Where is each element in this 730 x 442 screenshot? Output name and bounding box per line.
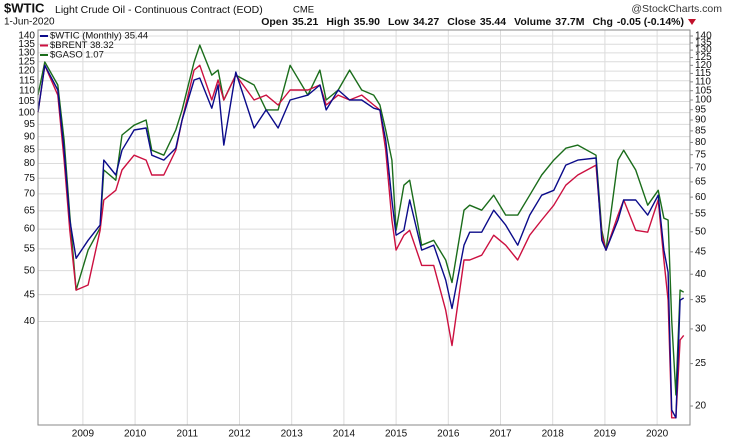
quote-label: Low — [388, 16, 410, 28]
x-tick-label: 2009 — [72, 429, 95, 440]
y2-tick-label: 55 — [695, 208, 707, 219]
legend-label: $BRENT 38.32 — [50, 40, 114, 51]
y-tick-label: 90 — [24, 131, 36, 142]
y2-tick-label: 110 — [695, 77, 711, 88]
quote-label: Open — [261, 16, 288, 28]
y2-tick-label: 25 — [695, 358, 707, 369]
quote-value: 37.7M — [555, 16, 584, 28]
y-tick-label: 120 — [18, 66, 35, 77]
x-tick-label: 2018 — [542, 429, 565, 440]
y2-tick-label: 85 — [695, 126, 707, 137]
x-tick-label: 2010 — [124, 429, 147, 440]
quote-value: 35.44 — [480, 16, 506, 28]
y2-tick-label: 45 — [695, 246, 707, 257]
x-tick-label: 2013 — [281, 429, 304, 440]
y2-tick-label: 140 — [695, 31, 712, 42]
y-tick-label: 135 — [18, 39, 35, 50]
x-tick-label: 2015 — [385, 429, 408, 440]
y2-tick-label: 90 — [695, 115, 707, 126]
y-tick-label: 55 — [24, 244, 36, 255]
quote-value: -0.05 (-0.14%) — [617, 16, 684, 28]
y2-tick-label: 115 — [695, 68, 711, 79]
y2-tick-label: 30 — [695, 324, 707, 335]
date: 1-Jun-2020 — [4, 17, 55, 28]
y2-tick-label: 40 — [695, 269, 707, 280]
quote-value: 35.90 — [354, 16, 380, 28]
y2-tick-label: 35 — [695, 294, 707, 305]
y-tick-label: 125 — [18, 56, 35, 67]
y2-tick-label: 130 — [695, 45, 712, 56]
quote-label: Chg — [592, 16, 612, 28]
y2-tick-label: 100 — [695, 95, 712, 106]
y-tick-label: 70 — [24, 189, 36, 200]
x-tick-label: 2017 — [489, 429, 512, 440]
x-tick-label: 2014 — [333, 429, 356, 440]
y2-tick-label: 65 — [695, 177, 707, 188]
legend-label: $WTIC (Monthly) 35.44 — [50, 31, 148, 42]
y2-tick-label: 60 — [695, 192, 707, 203]
y-tick-label: 60 — [24, 224, 36, 235]
y-tick-label: 130 — [18, 47, 35, 58]
exchange: CME — [293, 5, 314, 16]
y2-tick-label: 105 — [695, 85, 712, 96]
x-tick-label: 2019 — [594, 429, 617, 440]
y-tick-label: 115 — [19, 75, 35, 86]
y-tick-label: 95 — [24, 119, 36, 130]
grid — [38, 30, 690, 425]
quote-label: Volume — [514, 16, 551, 28]
y-tick-label: 105 — [18, 96, 35, 107]
series-line — [37, 64, 685, 419]
y2-tick-label: 80 — [695, 137, 707, 148]
y2-tick-label: 70 — [695, 162, 707, 173]
y-tick-label: 80 — [24, 158, 36, 169]
y-tick-label: 50 — [24, 265, 36, 276]
y2-tick-label: 125 — [695, 52, 712, 63]
legend-label: $GASO 1.07 — [50, 50, 104, 61]
quote-label: Close — [447, 16, 476, 28]
quote-value: 34.27 — [413, 16, 439, 28]
quote-label: High — [326, 16, 349, 28]
chart-subtitle: Light Crude Oil - Continuous Contract (E… — [55, 4, 263, 16]
quote-value: 35.21 — [292, 16, 318, 28]
x-tick-label: 2020 — [646, 429, 669, 440]
chart-title: $WTIC — [4, 0, 45, 15]
y-tick-label: 75 — [24, 173, 36, 184]
y-tick-label: 110 — [19, 86, 35, 97]
y2-tick-label: 20 — [695, 401, 707, 412]
x-tick-label: 2012 — [228, 429, 251, 440]
y2-tick-label: 135 — [695, 38, 712, 49]
x-tick-label: 2011 — [177, 429, 199, 440]
y-tick-label: 140 — [18, 31, 35, 42]
y-tick-label: 45 — [24, 289, 36, 300]
y-tick-label: 65 — [24, 205, 36, 216]
y-tick-label: 40 — [24, 316, 36, 327]
quote-line: Open 35.21 High 35.90 Low 34.27 Close 35.44 Volu… — [261, 16, 684, 28]
x-tick-label: 2016 — [437, 429, 460, 440]
y-tick-label: 100 — [18, 107, 35, 118]
y2-tick-label: 120 — [695, 60, 712, 71]
down-arrow — [688, 19, 696, 25]
y2-tick-label: 75 — [695, 149, 707, 160]
plot-frame — [37, 29, 691, 426]
y2-tick-label: 95 — [695, 104, 707, 115]
y2-tick-label: 50 — [695, 226, 707, 237]
y-tick-label: 85 — [24, 144, 36, 155]
plot — [37, 44, 685, 419]
source: @StockCharts.com — [631, 3, 722, 15]
